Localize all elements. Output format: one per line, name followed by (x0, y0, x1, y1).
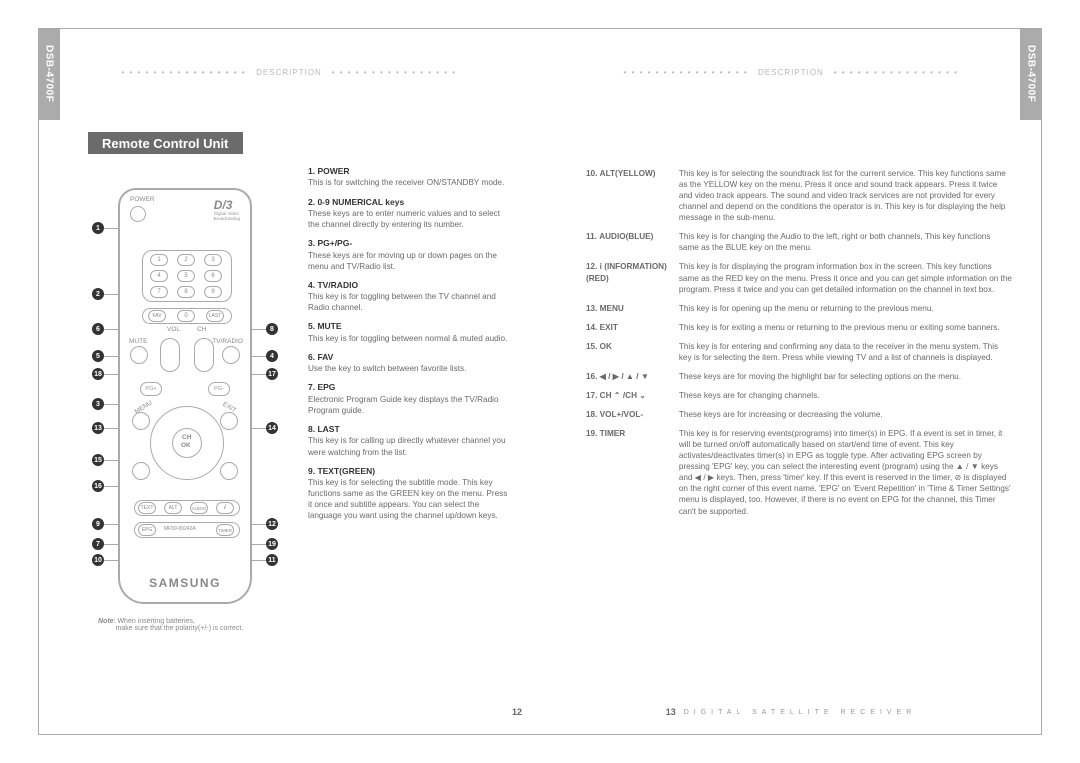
footer-right: 13 DIGITAL SATELLITE RECEIVER (540, 707, 1042, 717)
desc-item: 8. LASTThis key is for calling up direct… (308, 424, 508, 458)
callout: 7 (92, 538, 104, 550)
desc-item: 13. MENUThis key is for opening up the m… (586, 303, 1012, 320)
callout: 2 (92, 288, 104, 300)
callout: 8 (266, 323, 278, 335)
callout: 5 (92, 350, 104, 362)
brand-logo: SAMSUNG (120, 576, 250, 590)
desc-item: 2. 0-9 NUMERICAL keysThese keys are to e… (308, 197, 508, 231)
header-right: • • • • • • • • • • • • • • • • DESCRIPT… (600, 68, 982, 77)
desc-item: 3. PG+/PG-These keys are for moving up o… (308, 238, 508, 272)
desc-item: 5. MUTEThis key is for toggling between … (308, 321, 508, 344)
desc-item: 9. TEXT(GREEN)This key is for selecting … (308, 466, 508, 522)
header-left: • • • • • • • • • • • • • • • • DESCRIPT… (98, 68, 480, 77)
callout: 12 (266, 518, 278, 530)
model-tab-left: DSB-4700F (38, 28, 60, 120)
callout: 1 (92, 222, 104, 234)
desc-item: 4. TV/RADIOThis key is for toggling betw… (308, 280, 508, 314)
desc-item: 19. TIMERThis key is for reserving event… (586, 428, 1012, 523)
desc-item: 7. EPGElectronic Program Guide key displ… (308, 382, 508, 416)
callout: 9 (92, 518, 104, 530)
callout: 4 (266, 350, 278, 362)
footer-left: 12 (512, 707, 522, 717)
model-tab-right: DSB-4700F (1020, 28, 1042, 120)
page-right: DSB-4700F • • • • • • • • • • • • • • • … (540, 28, 1042, 735)
desc-item: 18. VOL+/VOL-These keys are for increasi… (586, 409, 1012, 426)
callout: 18 (92, 368, 104, 380)
descriptions-left: 1. POWERThis is for switching the receiv… (308, 166, 508, 529)
callout: 15 (92, 454, 104, 466)
callout: 3 (92, 398, 104, 410)
descriptions-right: 10. ALT(YELLOW)This key is for selecting… (584, 166, 1014, 525)
callout: 16 (92, 480, 104, 492)
page-left: DSB-4700F • • • • • • • • • • • • • • • … (38, 28, 540, 735)
callout: 11 (266, 554, 278, 566)
callout: 14 (266, 422, 278, 434)
callout: 17 (266, 368, 278, 380)
section-title: Remote Control Unit (88, 132, 243, 154)
desc-item: 12. i (INFORMATION)(RED)This key is for … (586, 261, 1012, 300)
callout: 6 (92, 323, 104, 335)
desc-item: 16. ◀ / ▶ / ▲ / ▼These keys are for movi… (586, 371, 1012, 388)
desc-item: 11. AUDIO(BLUE)This key is for changing … (586, 231, 1012, 259)
remote-diagram: POWER D/3 Digital Video Broadcasting 1 2… (118, 188, 252, 604)
desc-item: 14. EXITThis key is for exiting a menu o… (586, 322, 1012, 339)
callout: 13 (92, 422, 104, 434)
callout: 19 (266, 538, 278, 550)
desc-item: 10. ALT(YELLOW)This key is for selecting… (586, 168, 1012, 229)
callout: 10 (92, 554, 104, 566)
desc-item: 17. CH ⌃ /CH ⌄These keys are for changin… (586, 390, 1012, 407)
battery-note: Note: When inserting batteries, make sur… (98, 618, 243, 632)
desc-item: 1. POWERThis is for switching the receiv… (308, 166, 508, 189)
desc-item: 6. FAVUse the key to switch between favo… (308, 352, 508, 375)
desc-item: 15. OKThis key is for entering and confi… (586, 341, 1012, 369)
